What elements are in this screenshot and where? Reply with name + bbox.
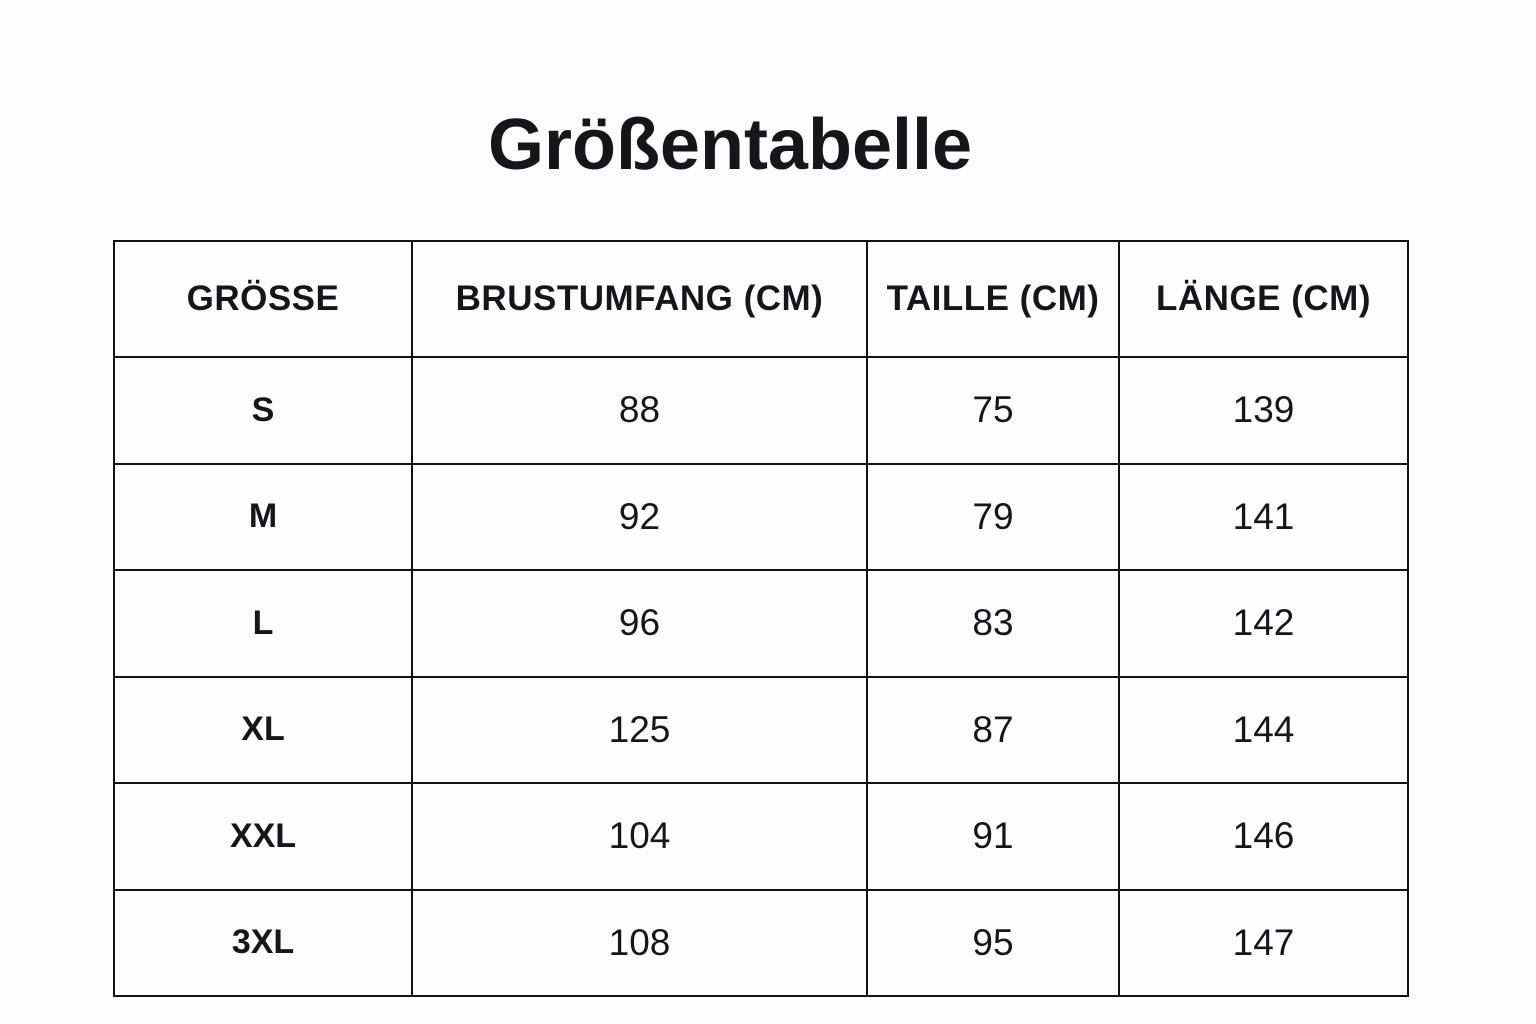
cell-waist: 87: [866, 675, 1120, 784]
cell-size: 3XL: [113, 888, 413, 997]
cell-size: L: [113, 569, 413, 678]
cell-size: XL: [113, 675, 413, 784]
cell-waist: 95: [866, 888, 1120, 997]
table-row: XL 125 87 144: [113, 675, 1409, 784]
cell-chest: 104: [411, 782, 868, 891]
size-table-body: S 88 75 139 M 92 79 141 L 96 83 142 XL 125 87 144 XXL 104…: [113, 356, 1409, 997]
cell-waist: 79: [866, 462, 1120, 571]
cell-length: 141: [1118, 462, 1409, 571]
cell-waist: 75: [866, 356, 1120, 465]
column-header-chest: BRUSTUMFANG (CM): [411, 240, 868, 358]
table-row: L 96 83 142: [113, 569, 1409, 678]
cell-chest: 96: [411, 569, 868, 678]
cell-waist: 91: [866, 782, 1120, 891]
cell-chest: 125: [411, 675, 868, 784]
table-row: 3XL 108 95 147: [113, 888, 1409, 997]
cell-chest: 108: [411, 888, 868, 997]
size-chart-table: GRÖSSE BRUSTUMFANG (CM) TAILLE (CM) LÄNG…: [113, 240, 1409, 997]
table-row: M 92 79 141: [113, 462, 1409, 571]
table-row: S 88 75 139: [113, 356, 1409, 465]
cell-size: XXL: [113, 782, 413, 891]
column-header-waist: TAILLE (CM): [866, 240, 1120, 358]
cell-length: 146: [1118, 782, 1409, 891]
cell-chest: 88: [411, 356, 868, 465]
cell-length: 147: [1118, 888, 1409, 997]
cell-size: S: [113, 356, 413, 465]
table-header-row: GRÖSSE BRUSTUMFANG (CM) TAILLE (CM) LÄNG…: [113, 240, 1409, 358]
page-title: Größentabelle: [487, 105, 973, 185]
cell-size: M: [113, 462, 413, 571]
column-header-length: LÄNGE (CM): [1118, 240, 1409, 358]
cell-length: 142: [1118, 569, 1409, 678]
cell-length: 139: [1118, 356, 1409, 465]
cell-chest: 92: [411, 462, 868, 571]
column-header-size: GRÖSSE: [113, 240, 413, 358]
cell-waist: 83: [866, 569, 1120, 678]
table-row: XXL 104 91 146: [113, 782, 1409, 891]
cell-length: 144: [1118, 675, 1409, 784]
